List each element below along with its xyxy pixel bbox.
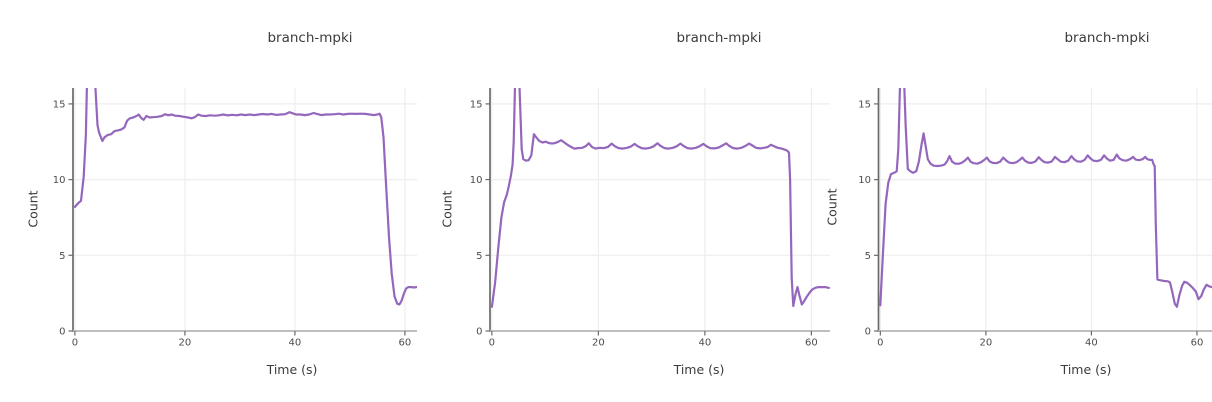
- chart1-title: branch-mpki: [267, 30, 353, 46]
- chart2-x-axis-label: Time (s): [673, 362, 725, 377]
- x-tick-label: 20: [179, 338, 192, 349]
- chart2-title: branch-mpki: [676, 30, 762, 46]
- chart1-y-axis-label: Count: [25, 190, 41, 228]
- y-tick-label: 15: [470, 99, 483, 110]
- x-tick-label: 60: [805, 338, 818, 349]
- x-tick-label: 20: [592, 338, 605, 349]
- series-line: [73, 88, 417, 306]
- y-tick-label: 10: [858, 175, 871, 186]
- chart2-y-axis-label: Count: [439, 190, 455, 228]
- y-tick-label: 0: [59, 327, 65, 338]
- y-tick-label: 15: [858, 99, 871, 110]
- y-tick-label: 5: [59, 251, 65, 262]
- y-tick-label: 5: [865, 251, 871, 262]
- x-tick-label: 40: [289, 338, 302, 349]
- y-tick-label: 15: [53, 99, 66, 110]
- chart3-y-axis-label: Count: [824, 188, 840, 226]
- x-tick-label: 0: [877, 338, 883, 349]
- y-tick-label: 0: [476, 327, 482, 338]
- x-tick-label: 60: [399, 338, 412, 349]
- x-tick-label: 40: [1085, 338, 1098, 349]
- y-tick-label: 10: [53, 175, 66, 186]
- chart1-x-axis-label: Time (s): [266, 362, 318, 377]
- x-tick-label: 40: [698, 338, 711, 349]
- x-tick-label: 20: [980, 338, 993, 349]
- y-tick-label: 0: [865, 327, 871, 338]
- chart3-x-axis-label: Time (s): [1060, 362, 1112, 377]
- x-tick-label: 0: [489, 338, 495, 349]
- y-tick-label: 5: [476, 251, 482, 262]
- x-tick-label: 60: [1191, 338, 1204, 349]
- chart3-title: branch-mpki: [1064, 30, 1150, 46]
- y-tick-label: 10: [470, 175, 483, 186]
- series-line: [879, 88, 1212, 308]
- x-tick-label: 0: [72, 338, 78, 349]
- series-line: [490, 88, 830, 308]
